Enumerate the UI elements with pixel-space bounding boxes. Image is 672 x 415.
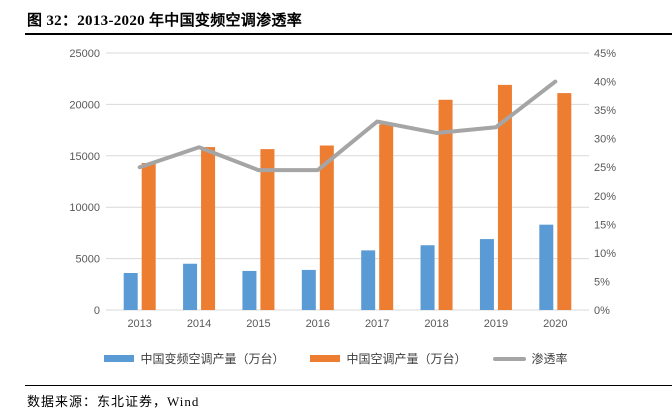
svg-text:15000: 15000 — [69, 151, 100, 163]
legend-label: 渗透率 — [531, 352, 568, 366]
data-source-note: 数据来源：东北证券，Wind — [27, 394, 200, 409]
legend-swatch-orange-bar — [310, 355, 341, 362]
legend-swatch-blue-bar — [104, 355, 135, 362]
svg-text:25%: 25% — [594, 162, 616, 174]
svg-text:10%: 10% — [594, 248, 616, 260]
svg-text:0: 0 — [94, 305, 100, 317]
chart-canvas: 0 5000 10000 15000 20000 25000 0% 5% 10% 15% 20% 25… — [69, 48, 616, 330]
svg-text:2013: 2013 — [127, 318, 151, 330]
legend-swatch-gray-line — [492, 356, 526, 361]
svg-text:10000: 10000 — [69, 202, 100, 214]
svg-text:5%: 5% — [594, 276, 610, 288]
figure-title: 图 32：2013-2020 年中国变频空调渗透率 — [27, 13, 302, 29]
chart-area: 0 5000 10000 15000 20000 25000 0% 5% 10% 15% 20% 25… — [0, 42, 672, 344]
svg-text:2019: 2019 — [484, 318, 508, 330]
svg-text:2014: 2014 — [187, 318, 211, 330]
svg-text:2017: 2017 — [365, 318, 389, 330]
legend-label: 中国变频空调产量（万台） — [140, 352, 285, 366]
svg-text:30%: 30% — [594, 134, 616, 146]
title-divider — [25, 33, 672, 35]
chart-legend: 中国变频空调产量（万台） 中国空调产量（万台） 渗透率 — [0, 350, 672, 367]
svg-text:35%: 35% — [594, 105, 616, 117]
svg-text:40%: 40% — [594, 77, 616, 89]
svg-text:5000: 5000 — [76, 254, 100, 266]
svg-text:45%: 45% — [594, 48, 616, 60]
svg-text:15%: 15% — [594, 219, 616, 231]
legend-item-penetration-rate: 渗透率 — [492, 350, 568, 367]
legend-item-variable-frequency-output: 中国变频空调产量（万台） — [104, 350, 284, 367]
svg-text:2020: 2020 — [543, 318, 567, 330]
footer-divider — [25, 385, 672, 386]
svg-text:2018: 2018 — [424, 318, 448, 330]
legend-label: 中国空调产量（万台） — [346, 352, 467, 366]
svg-text:0%: 0% — [594, 305, 610, 317]
svg-text:2015: 2015 — [246, 318, 270, 330]
svg-text:20000: 20000 — [69, 99, 100, 111]
svg-text:20%: 20% — [594, 191, 616, 203]
legend-item-total-ac-output: 中国空调产量（万台） — [310, 350, 467, 367]
svg-text:2016: 2016 — [306, 318, 330, 330]
svg-text:25000: 25000 — [69, 48, 100, 60]
